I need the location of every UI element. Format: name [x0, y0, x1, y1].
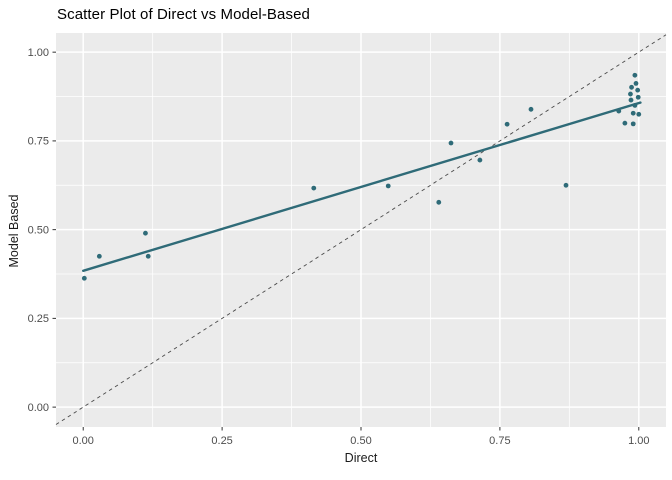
data-point	[96, 253, 102, 259]
y-tick-label: 0.75	[28, 136, 49, 148]
data-point	[635, 87, 641, 93]
data-point	[632, 72, 638, 78]
y-tick-label: 0.00	[28, 402, 49, 414]
data-point	[628, 97, 634, 103]
y-axis-title: Model Based	[7, 194, 21, 268]
data-point	[622, 120, 628, 126]
data-point	[145, 253, 151, 259]
data-point	[628, 91, 633, 97]
data-point	[633, 81, 639, 86]
axis-tick-marks	[52, 51, 640, 431]
x-tick-label: 0.50	[350, 435, 371, 447]
plot-title: Scatter Plot of Direct vs Model-Based	[57, 6, 310, 23]
y-tick-labels: 0.00 0.25 0.50 0.75 1.00	[28, 47, 49, 414]
data-point	[636, 111, 642, 117]
y-tick-label: 0.50	[28, 224, 49, 236]
data-point	[385, 183, 391, 189]
data-point	[616, 108, 622, 114]
data-point	[635, 94, 641, 100]
x-tick-labels: 0.00 0.25 0.50 0.75 1.00	[73, 435, 650, 447]
data-point	[143, 230, 148, 236]
data-point	[311, 185, 317, 191]
data-point	[632, 103, 638, 108]
data-point	[436, 199, 442, 205]
data-point	[448, 140, 454, 146]
x-tick-label: 0.00	[73, 435, 94, 447]
y-tick-label: 1.00	[28, 47, 49, 59]
data-point	[477, 157, 483, 163]
x-tick-label: 0.25	[211, 435, 232, 447]
data-point	[528, 106, 534, 112]
data-point	[81, 275, 87, 281]
identity-reference-line	[55, 34, 667, 425]
major-gridlines	[56, 33, 666, 427]
data-point	[563, 182, 569, 188]
data-point	[630, 110, 636, 116]
x-tick-label: 1.00	[628, 435, 649, 447]
regression-line	[82, 101, 642, 273]
data-point	[504, 121, 510, 127]
x-tick-label: 0.75	[489, 435, 510, 447]
data-point	[629, 84, 634, 90]
scatter-points	[81, 72, 642, 281]
y-tick-label: 0.25	[28, 313, 49, 325]
x-axis-title: Direct	[344, 451, 378, 465]
data-point	[630, 121, 636, 127]
